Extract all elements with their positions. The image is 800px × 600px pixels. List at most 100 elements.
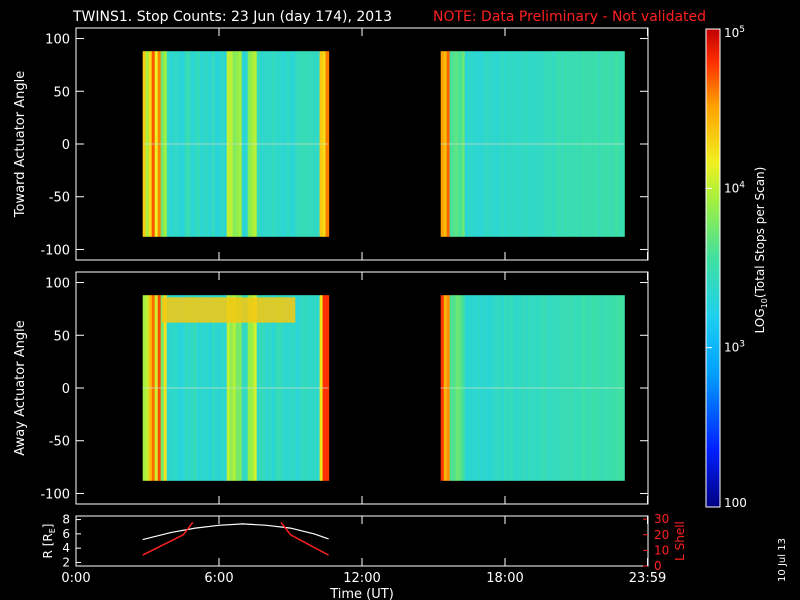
bottom-heat-column [175, 295, 180, 481]
top-heat-column [160, 51, 165, 237]
top-heat-column [274, 51, 279, 237]
bottom-heat-column [307, 295, 312, 481]
bottom-heat-column [461, 295, 466, 481]
top-heat-column [527, 51, 532, 237]
bottom-heat-column [524, 295, 529, 481]
bottom-heat-column [178, 295, 183, 481]
bottom-heat-column [488, 295, 493, 481]
bottom-heat-column [211, 295, 216, 481]
top-heat-column [187, 51, 192, 237]
bottom-heat-column [322, 295, 327, 481]
bottom-heat-column [573, 295, 577, 481]
bottom-heat-column [154, 295, 159, 481]
bottom-heat-column [470, 295, 475, 481]
top-heat-column [476, 51, 481, 237]
bottom-heat-column [446, 295, 451, 481]
top-heat-column [461, 51, 466, 237]
bottom-heat-column [250, 295, 255, 481]
bottom-zero-band [142, 387, 329, 389]
top-heat-column [609, 51, 613, 237]
bottom-heat-column [621, 295, 625, 481]
orbit-left-label-close: ] [41, 524, 55, 529]
top-heat-column [241, 51, 246, 237]
top-heat-column [521, 51, 526, 237]
top-heat-column [564, 51, 568, 237]
bottom-heat-column [542, 295, 547, 481]
top-heat-column [539, 51, 544, 237]
bottom-heat-column [485, 295, 490, 481]
top-heat-column [446, 51, 451, 237]
bottom-heat-column [452, 295, 457, 481]
bottom-heat-column [509, 295, 514, 481]
top-heat-column [479, 51, 484, 237]
bottom-heat-column [145, 295, 150, 481]
bottom-heat-column [443, 295, 448, 481]
bottom-heat-column [567, 295, 571, 481]
orbit-right-label: L Shell [673, 521, 687, 561]
bottom-heat-column [208, 295, 213, 481]
orbit-right-tick-label: 0 [654, 559, 662, 573]
bottom-heat-column [591, 295, 595, 481]
top-y-label: Toward Actuator Angle [13, 71, 28, 218]
bottom-heat-column [530, 295, 535, 481]
bottom-heat-column [298, 295, 303, 481]
top-heat-column [467, 51, 472, 237]
bottom-heat-column [579, 295, 583, 481]
bottom-heat-column [552, 295, 556, 481]
bottom-heat-column [455, 295, 460, 481]
top-heat-column [157, 51, 162, 237]
bottom-heat-column [202, 295, 207, 481]
bottom-heat-column [467, 295, 472, 481]
top-heat-column [307, 51, 312, 237]
top-heat-column [298, 51, 303, 237]
bottom-heat-column [184, 295, 189, 481]
bottom-heat-column [280, 295, 285, 481]
bottom-heat-column [603, 295, 607, 481]
bottom-heat-column [217, 295, 222, 481]
bottom-heat-column [316, 295, 321, 481]
top-heat-column [452, 51, 457, 237]
top-heat-column [603, 51, 607, 237]
top-ytick-label: 0 [62, 138, 70, 153]
top-heatmap [142, 51, 625, 237]
bottom-ytick-label: 50 [53, 329, 70, 344]
radius-line [142, 523, 329, 541]
bottom-heat-column [440, 295, 445, 481]
bottom-heat-column [277, 295, 282, 481]
bottom-heat-column [464, 295, 469, 481]
colorbar-label-main: LOG [753, 308, 767, 333]
orbit-plot [142, 521, 329, 556]
top-heat-column [283, 51, 288, 237]
top-heat-column [561, 51, 565, 237]
top-heat-column [247, 51, 252, 237]
bottom-heat-column [503, 295, 508, 481]
bottom-heat-column [606, 295, 610, 481]
bottom-heat-column [325, 295, 330, 481]
colorbar-label-rest: (Total Stops per Scan) [753, 167, 767, 298]
bottom-heat-column [479, 295, 484, 481]
bottom-heat-column [521, 295, 526, 481]
top-heat-column [169, 51, 174, 237]
bottom-heat-column [160, 295, 165, 481]
bottom-heat-column [473, 295, 478, 481]
top-heat-column [142, 51, 147, 237]
top-heat-column [600, 51, 604, 237]
top-heat-column [217, 51, 222, 237]
top-heat-column [271, 51, 276, 237]
orbit-right-tick-label: 20 [654, 528, 669, 542]
bottom-heat-column [172, 295, 177, 481]
bottom-heat-column [163, 295, 168, 481]
top-heat-column [190, 51, 195, 237]
colorbar [705, 28, 721, 508]
bottom-heatmap [142, 295, 625, 481]
bottom-heat-column [304, 295, 309, 481]
top-heat-column [268, 51, 273, 237]
bottom-heat-column [600, 295, 604, 481]
bottom-heat-column [512, 295, 517, 481]
top-ytick-label: 50 [53, 85, 70, 100]
top-heat-column [621, 51, 625, 237]
colorbar-tick-label: 105 [724, 25, 745, 40]
top-heat-column [512, 51, 517, 237]
